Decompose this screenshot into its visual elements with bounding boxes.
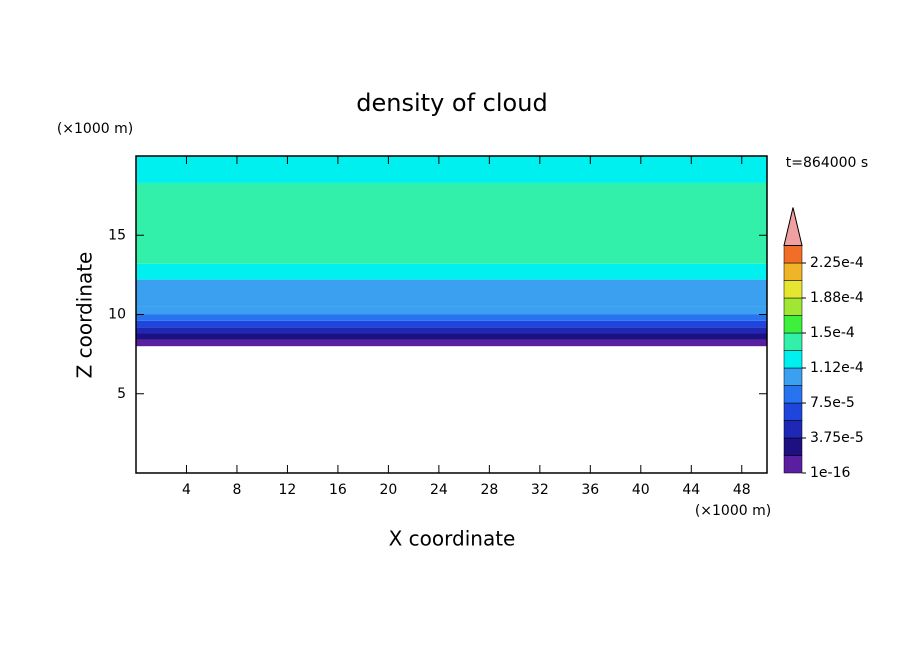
y-unit: (×1000 m): [57, 121, 133, 137]
colorbar-band: [783, 402, 803, 421]
x-tick-label: 28: [480, 482, 498, 498]
x-tick-label: 16: [329, 482, 347, 498]
colorbar-band: [783, 297, 803, 316]
x-tick-label: 4: [182, 482, 191, 498]
colorbar-tick-label: 1.12e-4: [810, 360, 864, 376]
contour-band: [136, 320, 767, 328]
colorbar-band: [783, 420, 803, 439]
x-tick-label: 48: [733, 482, 751, 498]
colorbar-band: [783, 350, 803, 369]
x-axis-label: X coordinate: [389, 527, 516, 551]
x-tick-label: 40: [632, 482, 650, 498]
x-tick-label: 24: [430, 482, 448, 498]
colorbar-band: [783, 385, 803, 404]
colorbar-band: [783, 437, 803, 456]
contour-band: [136, 339, 767, 347]
x-unit: (×1000 m): [695, 503, 771, 519]
chart-title: density of cloud: [356, 89, 547, 117]
colorbar-band: [783, 315, 803, 334]
colorbar-band: [783, 262, 803, 281]
colorbar-tick-label: 1.5e-4: [810, 325, 855, 341]
colorbar-tick-label: 3.75e-5: [810, 430, 864, 446]
colorbar-band: [783, 332, 803, 351]
colorbar-tick-label: 7.5e-5: [810, 395, 855, 411]
y-tick-label: 10: [108, 307, 126, 323]
x-tick-label: 12: [279, 482, 297, 498]
x-tick-label: 36: [581, 482, 599, 498]
colorbar-tick-label: 1.88e-4: [810, 290, 864, 306]
colorbar-band: [783, 367, 803, 386]
contour-band: [136, 314, 767, 321]
colorbar-band: [783, 280, 803, 299]
contour-band: [136, 263, 767, 280]
y-tick-label: 5: [117, 386, 126, 402]
contour-band: [136, 182, 767, 264]
colorbar-tick-label: 2.25e-4: [810, 255, 864, 271]
y-axis-label: Z coordinate: [73, 252, 97, 379]
contour-band: [136, 156, 767, 183]
x-tick-label: 20: [379, 482, 397, 498]
contour-band: [136, 333, 767, 340]
time-label: t=864000 s: [786, 155, 868, 171]
contour-band: [136, 306, 767, 315]
contour-band: [136, 279, 767, 307]
colorbar-band: [783, 245, 803, 264]
colorbar-extend: [783, 207, 803, 246]
y-tick-label: 15: [108, 227, 126, 243]
colorbar-tick-label: 1e-16: [810, 465, 850, 481]
x-tick-label: 8: [232, 482, 241, 498]
colorbar-band: [783, 455, 803, 474]
x-tick-label: 44: [682, 482, 700, 498]
x-tick-label: 32: [531, 482, 549, 498]
contour-band: [136, 327, 767, 334]
